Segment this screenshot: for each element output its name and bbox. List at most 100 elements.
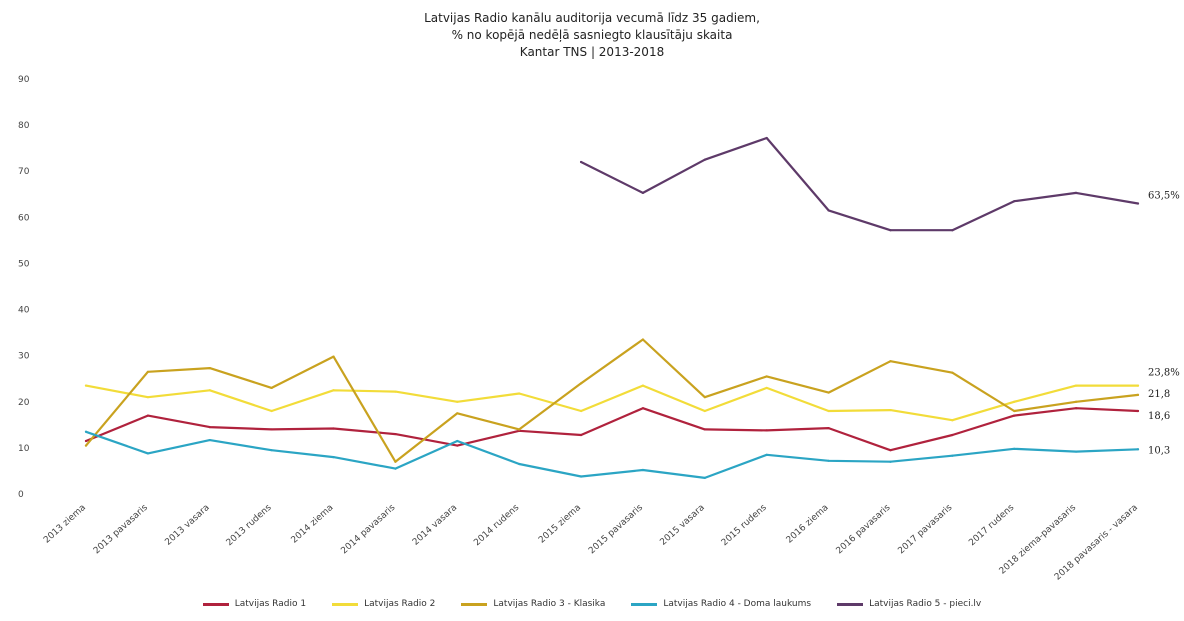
data-point bbox=[270, 449, 273, 452]
legend-item: Latvijas Radio 1 bbox=[202, 599, 307, 609]
series-line-4 bbox=[84, 430, 1140, 479]
y-tick-label: 20 bbox=[18, 398, 30, 408]
data-point bbox=[579, 409, 583, 413]
legend-label: Latvijas Radio 3 - Klasika bbox=[493, 599, 606, 609]
data-point bbox=[579, 433, 583, 437]
x-tick-label: 2013 rudens bbox=[225, 503, 274, 549]
data-point bbox=[951, 433, 954, 437]
x-tick-label: 2015 vasara bbox=[659, 503, 707, 548]
data-point bbox=[889, 460, 892, 463]
chart-subtitle: % no kopējā nedēļā sasniegto klausītāju … bbox=[451, 28, 733, 42]
legend-swatch bbox=[837, 602, 864, 606]
y-tick-label: 10 bbox=[18, 444, 30, 454]
y-tick-label: 0 bbox=[18, 490, 24, 500]
data-point bbox=[579, 475, 583, 478]
data-point bbox=[270, 428, 273, 431]
series-end-label: 18,6 bbox=[1148, 411, 1170, 422]
data-point bbox=[518, 392, 521, 395]
legend-label: Latvijas Radio 5 - pieci.lv bbox=[869, 599, 982, 609]
data-point bbox=[1136, 448, 1140, 451]
data-point bbox=[889, 408, 892, 412]
data-point bbox=[1075, 407, 1078, 410]
data-point bbox=[1075, 384, 1078, 387]
data-point bbox=[84, 430, 88, 433]
data-point bbox=[1013, 447, 1016, 450]
data-point bbox=[208, 438, 211, 442]
y-tick-label: 60 bbox=[18, 213, 30, 223]
data-point bbox=[703, 396, 706, 399]
data-point bbox=[394, 432, 397, 436]
data-point bbox=[332, 389, 335, 392]
data-point bbox=[208, 389, 211, 392]
data-point bbox=[827, 209, 830, 212]
data-point bbox=[1136, 202, 1140, 205]
data-point bbox=[641, 191, 645, 194]
legend-swatch bbox=[461, 602, 488, 606]
data-point bbox=[146, 396, 149, 399]
data-point bbox=[579, 382, 583, 385]
data-point bbox=[456, 412, 459, 415]
x-tick-label: 2017 pavasaris bbox=[896, 503, 954, 557]
series-end-label: 63,5% bbox=[1148, 191, 1180, 202]
data-point bbox=[1075, 450, 1078, 453]
legend-label: Latvijas Radio 1 bbox=[234, 599, 307, 609]
data-point bbox=[146, 370, 149, 373]
data-point bbox=[270, 386, 273, 390]
x-tick-label: 2017 rudens bbox=[967, 503, 1016, 549]
data-point bbox=[889, 360, 892, 363]
x-tick-label: 2015 rudens bbox=[720, 503, 769, 549]
data-point bbox=[394, 467, 397, 470]
data-point bbox=[765, 429, 768, 432]
data-point bbox=[951, 229, 954, 232]
data-point bbox=[518, 462, 521, 466]
x-tick-label: 2013 vasara bbox=[163, 503, 211, 548]
data-point bbox=[394, 460, 397, 463]
y-tick-label: 70 bbox=[18, 167, 30, 177]
y-tick-label: 40 bbox=[18, 306, 30, 316]
series-end-label: 23,8% bbox=[1148, 368, 1180, 379]
legend-item: Latvijas Radio 4 - Doma laukums bbox=[631, 599, 811, 609]
y-tick-label: 90 bbox=[18, 75, 30, 85]
series-line-1 bbox=[84, 407, 1140, 452]
data-point bbox=[579, 160, 583, 164]
data-point bbox=[332, 456, 335, 459]
data-point bbox=[641, 338, 645, 341]
series-end-label: 10,3 bbox=[1148, 445, 1170, 456]
y-tick-label: 80 bbox=[18, 121, 30, 131]
legend-swatch bbox=[332, 602, 359, 606]
data-point bbox=[765, 386, 768, 390]
chart-title-block: Latvijas Radio kanālu auditorija vecumā … bbox=[0, 10, 1184, 61]
data-point bbox=[703, 476, 706, 479]
data-point bbox=[1136, 409, 1140, 413]
series-line-3 bbox=[84, 338, 1140, 463]
data-point bbox=[332, 427, 335, 430]
series-line-2 bbox=[84, 384, 1140, 422]
data-point bbox=[889, 449, 892, 452]
chart-source: Kantar TNS | 2013-2018 bbox=[519, 45, 665, 59]
data-point bbox=[332, 355, 335, 358]
data-point bbox=[827, 426, 830, 430]
data-point bbox=[1013, 409, 1016, 413]
series-line-5 bbox=[579, 136, 1140, 232]
x-tick-label: 2015 pavasaris bbox=[587, 503, 645, 557]
x-tick-label: 2013 ziema bbox=[42, 503, 88, 546]
y-tick-label: 30 bbox=[18, 352, 30, 362]
data-point bbox=[765, 375, 768, 378]
data-point bbox=[1136, 393, 1140, 396]
data-point bbox=[703, 409, 706, 413]
x-tick-label: 2016 ziema bbox=[785, 503, 831, 546]
legend: Latvijas Radio 1 Latvijas Radio 2 Latvijas… bbox=[0, 599, 1184, 609]
legend-label: Latvijas Radio 4 - Doma laukums bbox=[663, 599, 812, 609]
data-point bbox=[1013, 414, 1016, 417]
x-tick-label: 2016 pavasaris bbox=[835, 503, 893, 557]
data-point bbox=[889, 229, 892, 232]
data-point bbox=[1075, 400, 1078, 403]
data-point bbox=[827, 459, 830, 462]
x-tick-label: 2014 pavasaris bbox=[339, 503, 397, 557]
data-point bbox=[951, 454, 954, 457]
data-point bbox=[518, 428, 521, 431]
data-point bbox=[765, 136, 768, 140]
data-point bbox=[951, 419, 954, 422]
data-point bbox=[456, 444, 459, 447]
